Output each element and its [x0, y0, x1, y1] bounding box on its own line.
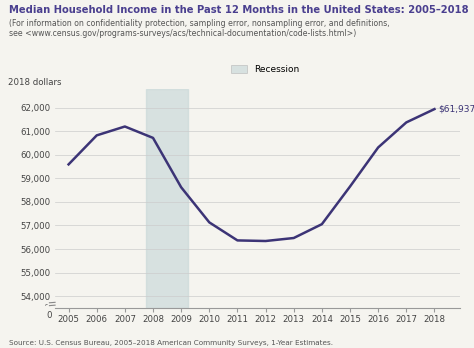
Text: 2018 dollars: 2018 dollars [8, 78, 62, 87]
Text: ~: ~ [44, 301, 53, 311]
Legend: Recession: Recession [231, 65, 300, 74]
Bar [146, 89, 188, 308]
Text: Median Household Income in the Past 12 Months in the United States: 2005–2018: Median Household Income in the Past 12 M… [9, 5, 468, 15]
Text: 0: 0 [46, 311, 52, 321]
Text: (For information on confidentiality protection, sampling error, nonsampling erro: (For information on confidentiality prot… [9, 19, 389, 28]
Text: $61,937: $61,937 [438, 105, 474, 113]
Text: Source: U.S. Census Bureau, 2005–2018 American Community Surveys, 1-Year Estimat: Source: U.S. Census Bureau, 2005–2018 Am… [9, 340, 333, 346]
Text: see <www.census.gov/programs-surveys/acs/technical-documentation/code-lists.html: see <www.census.gov/programs-surveys/acs… [9, 29, 356, 38]
